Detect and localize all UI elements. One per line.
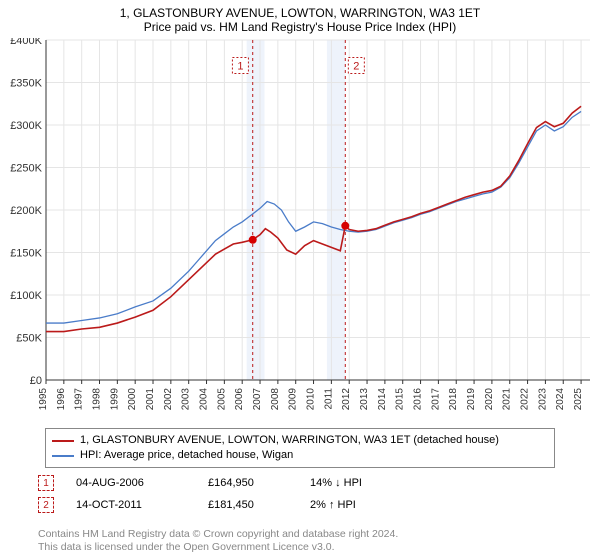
sale-row-2: 2 14-OCT-2011 £181,450 2% ↑ HPI	[38, 494, 370, 516]
svg-text:1: 1	[237, 61, 243, 73]
chart-container: 1, GLASTONBURY AVENUE, LOWTON, WARRINGTO…	[0, 0, 600, 560]
sales-table: 1 04-AUG-2006 £164,950 14% ↓ HPI 2 14-OC…	[38, 472, 370, 516]
svg-text:1998: 1998	[92, 388, 103, 411]
svg-text:2008: 2008	[270, 388, 281, 411]
svg-text:2015: 2015	[395, 388, 406, 411]
svg-text:£250K: £250K	[10, 163, 42, 175]
svg-text:2016: 2016	[413, 388, 424, 411]
svg-text:2018: 2018	[448, 388, 459, 411]
svg-text:2017: 2017	[430, 388, 441, 411]
svg-text:2013: 2013	[359, 388, 370, 411]
legend-label-2: HPI: Average price, detached house, Wiga…	[80, 448, 293, 463]
footnote-line-2: This data is licensed under the Open Gov…	[38, 541, 398, 554]
svg-text:1997: 1997	[74, 388, 85, 411]
svg-text:£100K: £100K	[10, 290, 42, 302]
svg-text:2: 2	[353, 61, 359, 73]
svg-text:2020: 2020	[484, 388, 495, 411]
sale-price-1: £164,950	[208, 477, 288, 489]
sale-badge-1: 1	[38, 475, 54, 491]
svg-text:2005: 2005	[216, 388, 227, 411]
svg-text:2002: 2002	[163, 388, 174, 411]
legend-swatch-2	[52, 455, 74, 457]
svg-text:£400K: £400K	[10, 38, 42, 47]
svg-text:£0: £0	[30, 375, 42, 387]
chart-subtitle: Price paid vs. HM Land Registry's House …	[0, 20, 600, 38]
legend-label-1: 1, GLASTONBURY AVENUE, LOWTON, WARRINGTO…	[80, 433, 499, 448]
sale-pct-1: 14% ↓ HPI	[310, 477, 370, 489]
svg-text:2021: 2021	[502, 388, 513, 411]
svg-text:2014: 2014	[377, 388, 388, 411]
svg-text:2023: 2023	[537, 388, 548, 411]
svg-text:2007: 2007	[252, 388, 263, 411]
svg-text:2006: 2006	[234, 388, 245, 411]
svg-text:2019: 2019	[466, 388, 477, 411]
chart-svg: £0 £50K £100K £150K £200K £250K £300K £350K £400…	[0, 38, 600, 424]
sale-price-2: £181,450	[208, 499, 288, 511]
svg-text:2000: 2000	[127, 388, 138, 411]
legend-row-1: 1, GLASTONBURY AVENUE, LOWTON, WARRINGTO…	[52, 433, 548, 448]
svg-text:£300K: £300K	[10, 120, 42, 132]
svg-text:2001: 2001	[145, 388, 156, 411]
svg-text:2003: 2003	[181, 388, 192, 411]
chart-title: 1, GLASTONBURY AVENUE, LOWTON, WARRINGTO…	[0, 0, 600, 20]
sale-pct-2: 2% ↑ HPI	[310, 499, 370, 511]
legend: 1, GLASTONBURY AVENUE, LOWTON, WARRINGTO…	[45, 428, 555, 468]
footnote: Contains HM Land Registry data © Crown c…	[38, 528, 398, 554]
svg-text:2012: 2012	[341, 388, 352, 411]
svg-text:£50K: £50K	[16, 333, 42, 345]
svg-text:2010: 2010	[306, 388, 317, 411]
sale-date-2: 14-OCT-2011	[76, 499, 186, 511]
sale-date-1: 04-AUG-2006	[76, 477, 186, 489]
footnote-line-1: Contains HM Land Registry data © Crown c…	[38, 528, 398, 541]
svg-text:£350K: £350K	[10, 78, 42, 90]
svg-text:2004: 2004	[199, 388, 210, 411]
sale-row-1: 1 04-AUG-2006 £164,950 14% ↓ HPI	[38, 472, 370, 494]
legend-swatch-1	[52, 440, 74, 442]
svg-text:£150K: £150K	[10, 248, 42, 260]
svg-text:2011: 2011	[323, 388, 334, 410]
svg-text:£200K: £200K	[10, 205, 42, 217]
svg-text:2022: 2022	[520, 388, 531, 411]
svg-text:2009: 2009	[288, 388, 299, 411]
svg-text:1995: 1995	[38, 388, 49, 411]
sale-badge-2: 2	[38, 497, 54, 513]
svg-text:1999: 1999	[109, 388, 120, 411]
svg-text:2025: 2025	[573, 388, 584, 411]
legend-row-2: HPI: Average price, detached house, Wiga…	[52, 448, 548, 463]
svg-text:2024: 2024	[555, 388, 566, 411]
svg-text:1996: 1996	[56, 388, 67, 411]
